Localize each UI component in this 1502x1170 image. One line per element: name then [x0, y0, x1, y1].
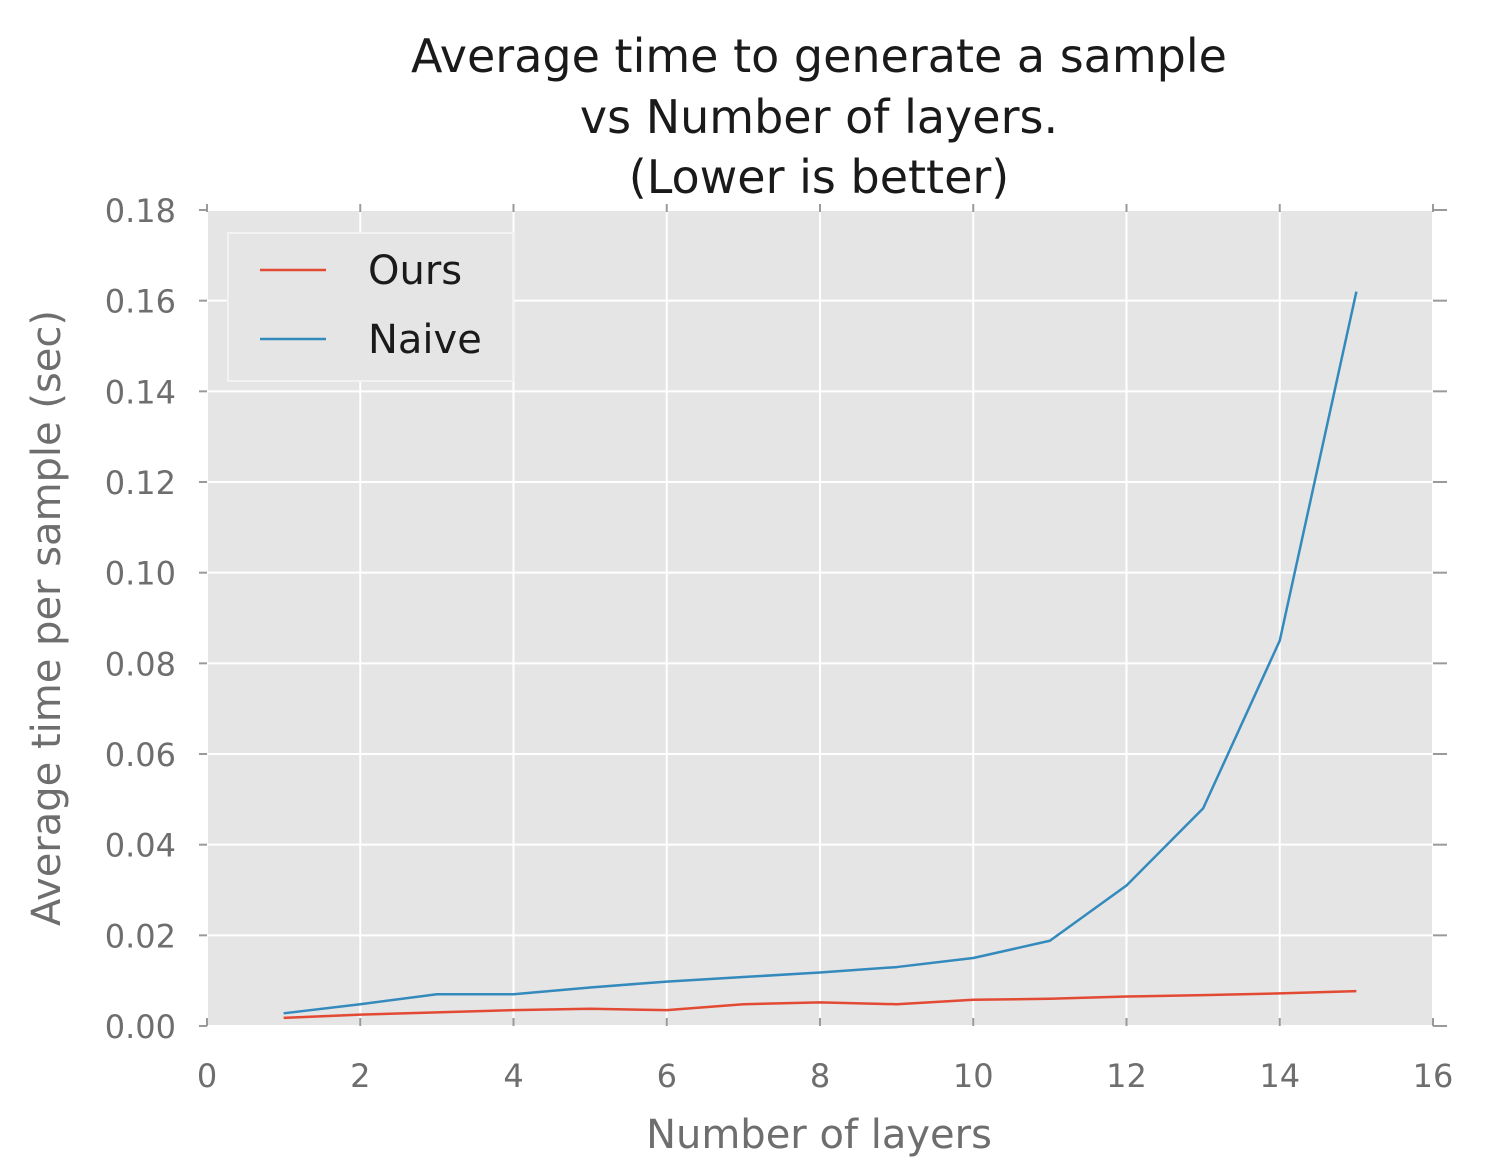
x-tick-label: 6 [657, 1057, 677, 1095]
x-tick-label: 12 [1106, 1057, 1147, 1095]
axis-ticks [199, 204, 1447, 1027]
x-tick-label: 16 [1413, 1057, 1454, 1095]
y-tick-label: 0.02 [105, 917, 176, 955]
x-tick-label: 14 [1259, 1057, 1300, 1095]
legend-label-naive: Naive [368, 317, 482, 363]
y-tick-label: 0.08 [105, 645, 176, 683]
y-tick-label: 0.00 [105, 1008, 176, 1046]
chart-title-line-2: vs Number of layers. [580, 90, 1058, 144]
y-axis-label: Average time per sample (sec) [24, 310, 70, 926]
legend-label-ours: Ours [368, 248, 462, 294]
x-tick-label: 4 [503, 1057, 523, 1095]
y-tick-label: 0.18 [105, 192, 176, 230]
y-tick-label: 0.16 [105, 283, 176, 321]
legend-box [227, 232, 514, 382]
data-series [283, 291, 1358, 1020]
y-tick-labels: 0.00 0.02 0.04 0.06 0.08 0.10 0.12 0.14 0.16 0.18 [105, 192, 176, 1046]
chart-title-line-3: (Lower is better) [629, 150, 1009, 204]
x-tick-label: 2 [350, 1057, 370, 1095]
chart-title: Average time to generate a sample vs Num… [411, 29, 1227, 204]
y-tick-label: 0.12 [105, 464, 176, 502]
y-tick-label: 0.14 [105, 373, 176, 411]
y-tick-label: 0.04 [105, 827, 176, 865]
series-naive [283, 291, 1358, 1015]
y-tick-label: 0.06 [105, 736, 176, 774]
y-tick-label: 0.10 [105, 555, 176, 593]
x-tick-label: 8 [810, 1057, 830, 1095]
x-tick-labels: 0 2 4 6 8 10 12 14 16 [197, 1057, 1454, 1095]
x-tick-label: 0 [197, 1057, 217, 1095]
series-ours [283, 989, 1357, 1020]
x-axis-label: Number of layers [646, 1112, 992, 1158]
chart-title-line-1: Average time to generate a sample [411, 29, 1227, 83]
legend: Ours Naive [227, 232, 514, 382]
x-tick-label: 10 [953, 1057, 994, 1095]
